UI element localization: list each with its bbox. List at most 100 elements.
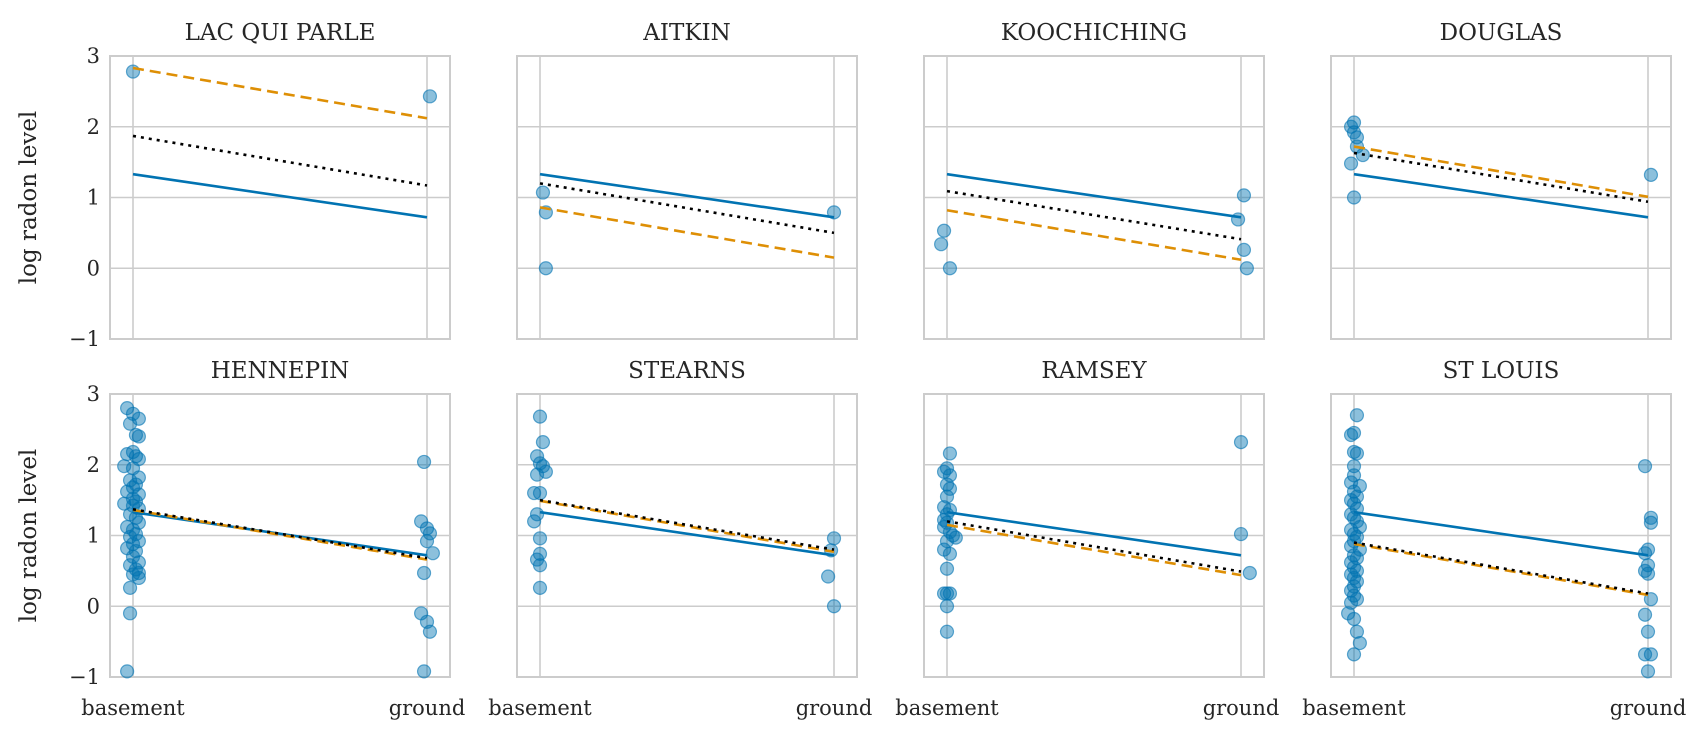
county-fit-line: [946, 208, 1242, 262]
partial-fit-line: [132, 508, 428, 560]
data-point: [532, 409, 548, 424]
data-point: [948, 530, 963, 545]
panel-title: RAMSEY: [1041, 358, 1147, 384]
data-point: [939, 489, 955, 504]
y-tick-label: 1: [87, 186, 100, 210]
data-point: [1640, 664, 1656, 679]
panel-6: STEARNS basement ground: [488, 358, 872, 720]
data-point: [1343, 595, 1359, 610]
data-point: [527, 485, 542, 501]
data-point: [1640, 566, 1656, 581]
y-tick-label: −1: [69, 665, 100, 689]
panel-4: DOUGLAS: [1330, 20, 1672, 340]
data-point: [1346, 611, 1362, 627]
data-point: [416, 454, 432, 470]
partial-fit-line: [539, 182, 835, 235]
pooled-fit-line: [1353, 510, 1649, 557]
data-point: [422, 526, 438, 541]
panel-1: LAC QUI PARLE 3 2 1 0 −1 log radon level: [16, 20, 451, 351]
data-point: [122, 580, 138, 595]
partial-fit-line: [946, 189, 1242, 241]
panel-frame: [1330, 55, 1672, 340]
data-point: [419, 534, 435, 549]
data-point: [532, 580, 548, 595]
x-tick-label: basement: [1302, 696, 1406, 720]
data-point: [1346, 190, 1362, 205]
data-point: [1637, 607, 1653, 622]
y-tick-label: 3: [87, 44, 100, 68]
panel-title: DOUGLAS: [1440, 20, 1563, 46]
data-point: [821, 569, 836, 584]
data-point: [934, 237, 949, 252]
data-point: [527, 514, 542, 529]
panel-title: LAC QUI PARLE: [185, 20, 376, 46]
data-point: [1349, 408, 1365, 423]
data-point: [1643, 515, 1659, 530]
y-tick-label: −1: [69, 327, 100, 351]
pooled-fit-line: [132, 172, 428, 219]
panel-title: STEARNS: [628, 358, 746, 384]
data-point: [1643, 510, 1659, 525]
data-point: [131, 570, 146, 586]
partial-fit-line: [1353, 151, 1649, 204]
data-point: [125, 64, 141, 79]
panel-8: ST LOUIS basement ground: [1302, 358, 1686, 720]
pooled-fit-line: [539, 172, 835, 219]
panel-frame: [923, 55, 1265, 340]
data-point: [1346, 647, 1362, 662]
data-point: [1643, 167, 1659, 182]
pooled-fit-line: [946, 172, 1242, 219]
data-point: [942, 586, 958, 601]
data-point: [122, 529, 138, 545]
county-fit-line: [539, 499, 835, 554]
data-point: [1637, 647, 1653, 662]
y-axis-label: log radon level: [16, 111, 42, 285]
data-point: [936, 223, 952, 238]
x-tick-label: ground: [1610, 696, 1687, 720]
data-point: [1643, 647, 1659, 662]
data-point: [416, 565, 432, 581]
data-point: [942, 546, 958, 561]
data-point: [942, 481, 958, 496]
panel-frame: [1330, 393, 1672, 678]
data-point: [131, 555, 146, 570]
partial-fit-line: [1353, 541, 1649, 595]
data-point: [1349, 624, 1365, 639]
partial-fit-line: [946, 520, 1242, 573]
data-point: [120, 664, 135, 679]
data-point: [535, 185, 551, 200]
data-point: [1343, 427, 1359, 443]
data-point: [1640, 624, 1656, 639]
x-tick-label: basement: [895, 696, 999, 720]
data-point: [538, 261, 553, 276]
data-point: [1233, 435, 1249, 450]
panel-7: RAMSEY basement ground: [895, 358, 1279, 720]
pooled-fit-line: [539, 510, 835, 557]
panel-title: KOOCHICHING: [1001, 20, 1187, 46]
data-point: [416, 664, 432, 679]
data-point: [942, 261, 958, 276]
data-point: [425, 546, 440, 561]
data-point: [122, 416, 138, 431]
data-point: [1242, 565, 1257, 581]
panel-title: HENNEPIN: [211, 358, 350, 384]
data-point: [131, 429, 146, 444]
partial-fit-line: [539, 498, 835, 551]
data-point: [532, 485, 548, 501]
data-point: [1236, 242, 1252, 257]
y-axis-label: log radon level: [16, 449, 42, 623]
pooled-fit-line: [1353, 172, 1649, 219]
data-point: [939, 599, 955, 614]
data-point: [131, 411, 146, 426]
data-point: [117, 496, 132, 511]
county-fit-line: [539, 206, 835, 259]
panel-frame: [109, 393, 451, 678]
data-point: [422, 624, 438, 639]
x-tick-label: basement: [488, 696, 592, 720]
panel-2: AITKIN: [516, 20, 858, 340]
data-point: [529, 467, 545, 482]
x-tick-label: ground: [1203, 696, 1280, 720]
data-point: [117, 459, 132, 474]
y-tick-label: 3: [87, 382, 100, 406]
data-point: [1346, 468, 1362, 483]
